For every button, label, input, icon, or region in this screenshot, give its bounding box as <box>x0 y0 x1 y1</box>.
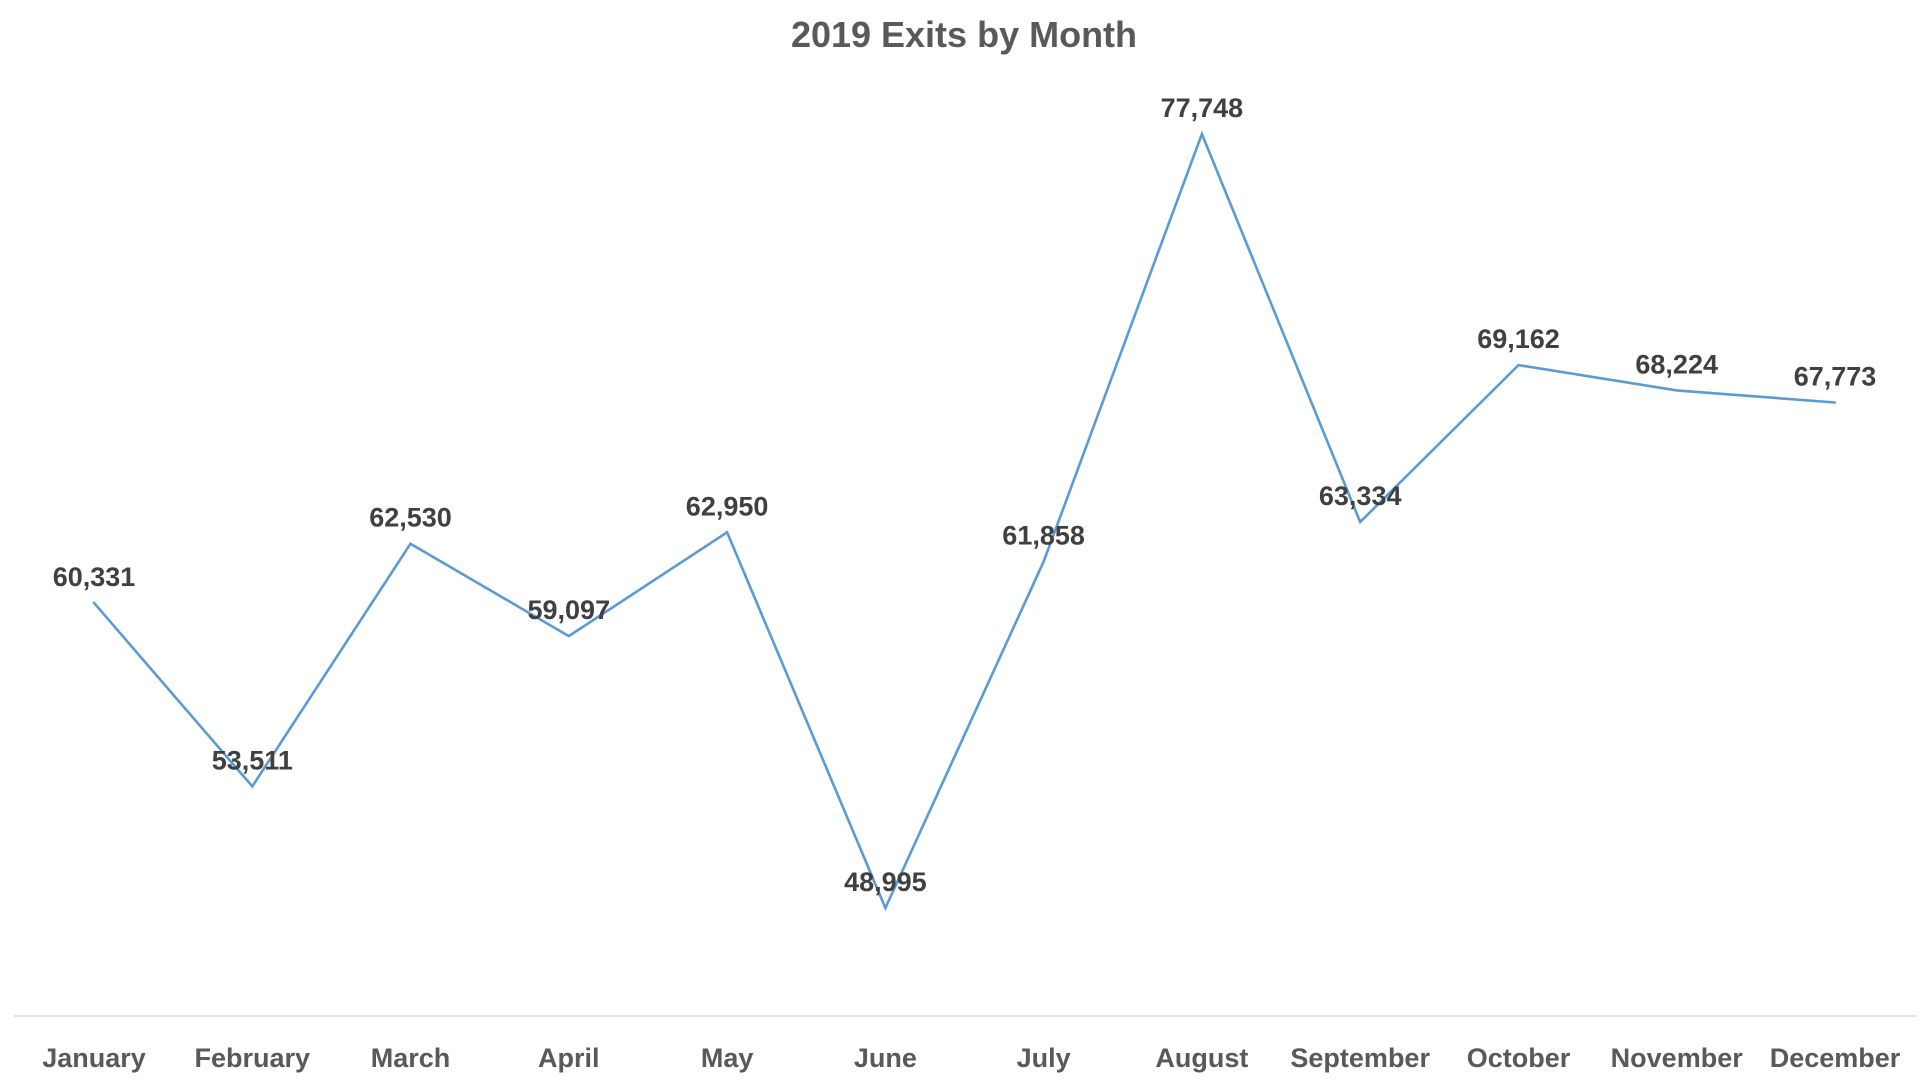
series-line-exits <box>92 130 1837 912</box>
x-tick-label-september: September <box>1290 1043 1430 1073</box>
data-label-january: 60,331 <box>53 562 136 592</box>
data-label-february: 53,511 <box>212 745 293 775</box>
data-label-august: 77,748 <box>1161 93 1244 123</box>
x-tick-label-december: December <box>1770 1043 1901 1073</box>
data-label-june: 48,995 <box>844 867 927 897</box>
x-tick-label-may: May <box>701 1043 754 1073</box>
data-label-april: 59,097 <box>528 595 611 625</box>
data-label-december: 67,773 <box>1794 362 1877 392</box>
x-tick-label-july: July <box>1017 1043 1071 1073</box>
x-tick-label-february: February <box>195 1043 311 1073</box>
x-tick-label-november: November <box>1611 1043 1744 1073</box>
series-layer <box>92 130 1837 912</box>
data-label-july: 61,858 <box>1002 521 1085 551</box>
x-tick-label-march: March <box>371 1043 451 1073</box>
data-label-october: 69,162 <box>1477 324 1560 354</box>
x-tick-label-october: October <box>1467 1043 1571 1073</box>
data-label-september: 63,334 <box>1319 481 1402 511</box>
x-tick-label-january: January <box>42 1043 146 1073</box>
chart-title: 2019 Exits by Month <box>791 14 1137 55</box>
x-tick-label-august: August <box>1155 1043 1248 1073</box>
x-tick-label-april: April <box>538 1043 600 1073</box>
x-tick-label-june: June <box>854 1043 917 1073</box>
x-axis-tick-labels: January February March April May June July Augu… <box>42 1043 1901 1073</box>
data-labels: 60,331 53,511 62,530 59,097 62,950 48,995 61,8… <box>53 93 1877 897</box>
data-label-may: 62,950 <box>686 491 769 521</box>
data-label-march: 62,530 <box>369 503 452 533</box>
data-label-november: 68,224 <box>1635 349 1718 379</box>
